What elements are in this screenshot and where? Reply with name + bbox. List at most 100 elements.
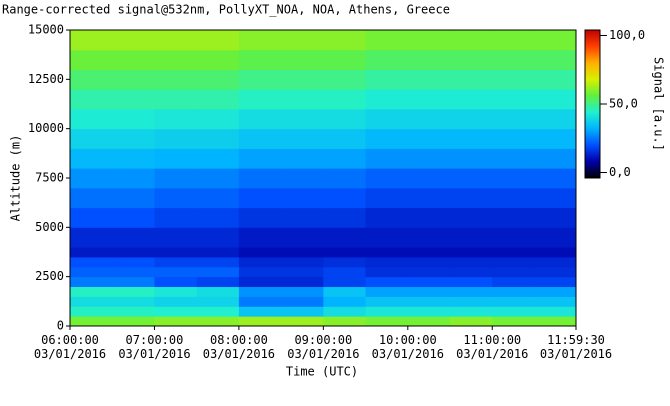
heatmap-cell — [196, 227, 240, 248]
heatmap-cell — [534, 89, 577, 110]
heatmap-cell — [281, 168, 324, 189]
heatmap-cell — [323, 227, 367, 248]
heatmap-cell — [154, 168, 198, 189]
heatmap-cell — [492, 256, 535, 268]
heatmap-cell — [70, 168, 113, 189]
heatmap-cell — [365, 89, 409, 110]
heatmap — [70, 30, 577, 327]
heatmap-cell — [323, 296, 367, 307]
heatmap-cell — [196, 69, 240, 90]
heatmap-cell — [154, 207, 198, 228]
heatmap-cell — [196, 286, 240, 297]
heatmap-cell — [450, 89, 493, 110]
heatmap-cell — [238, 207, 282, 228]
heatmap-cell — [450, 69, 493, 90]
heatmap-cell — [323, 69, 367, 90]
heatmap-cell — [407, 286, 451, 297]
heatmap-cell — [112, 187, 155, 209]
x-tick-label: 09:00:00 03/01/2016 — [287, 333, 359, 361]
x-tick-label: 06:00:00 03/01/2016 — [34, 333, 106, 361]
heatmap-cell — [154, 296, 198, 307]
heatmap-cell — [365, 286, 409, 297]
y-tick-label: 15000 — [28, 23, 64, 37]
heatmap-cell — [238, 49, 282, 70]
heatmap-cell — [70, 256, 113, 268]
heatmap-cell — [323, 256, 367, 268]
heatmap-cell — [281, 187, 324, 209]
heatmap-cell — [238, 247, 282, 258]
heatmap-cell — [492, 286, 535, 297]
heatmap-cell — [492, 247, 535, 258]
heatmap-cell — [112, 247, 155, 258]
heatmap-cell — [154, 148, 198, 169]
heatmap-cell — [112, 128, 155, 149]
heatmap-cell — [450, 256, 493, 268]
heatmap-cell — [323, 49, 367, 70]
heatmap-cell — [534, 286, 577, 297]
heatmap-cell — [70, 227, 113, 248]
heatmap-cell — [365, 256, 409, 268]
heatmap-cell — [196, 256, 240, 268]
y-tick-label: 5000 — [35, 220, 64, 234]
heatmap-cell — [238, 168, 282, 189]
heatmap-cell — [450, 207, 493, 228]
heatmap-cell — [534, 306, 577, 317]
heatmap-cell — [154, 30, 198, 51]
heatmap-cell — [365, 187, 409, 209]
heatmap-cell — [407, 256, 451, 268]
heatmap-cell — [492, 168, 535, 189]
heatmap-cell — [323, 247, 367, 258]
heatmap-cell — [407, 247, 451, 258]
heatmap-cell — [365, 69, 409, 90]
heatmap-cell — [281, 286, 324, 297]
heatmap-cell — [281, 296, 324, 307]
heatmap-cell — [450, 187, 493, 209]
heatmap-cell — [70, 296, 113, 307]
heatmap-cell — [534, 148, 577, 169]
heatmap-cell — [407, 266, 451, 278]
heatmap-cell — [196, 247, 240, 258]
x-axis-label: Time (UTC) — [286, 365, 358, 379]
heatmap-cell — [281, 247, 324, 258]
heatmap-cell — [407, 306, 451, 317]
heatmap-cell — [365, 276, 409, 288]
heatmap-cell — [323, 89, 367, 110]
heatmap-cell — [407, 89, 451, 110]
heatmap-cell — [70, 306, 113, 317]
x-tick-label: 11:59:30 03/01/2016 — [540, 333, 612, 361]
heatmap-cell — [365, 207, 409, 228]
heatmap-cell — [196, 128, 240, 149]
heatmap-cell — [323, 168, 367, 189]
heatmap-cell — [154, 69, 198, 90]
heatmap-cell — [323, 276, 367, 288]
heatmap-cell — [534, 187, 577, 209]
heatmap-cell — [407, 49, 451, 70]
heatmap-cell — [70, 207, 113, 228]
y-tick-label: 12500 — [28, 72, 64, 86]
heatmap-cell — [196, 187, 240, 209]
heatmap-cell — [154, 49, 198, 70]
heatmap-cell — [238, 306, 282, 317]
heatmap-cell — [70, 89, 113, 110]
heatmap-cell — [450, 49, 493, 70]
heatmap-cell — [70, 108, 113, 130]
colorbar-tick-label: 100,0 — [609, 28, 645, 42]
heatmap-cell — [238, 256, 282, 268]
heatmap-cell — [281, 306, 324, 317]
heatmap-cell — [534, 296, 577, 307]
heatmap-cell — [492, 49, 535, 70]
heatmap-cell — [407, 207, 451, 228]
heatmap-cell — [281, 49, 324, 70]
heatmap-cell — [323, 286, 367, 297]
heatmap-cell — [196, 306, 240, 317]
y-tick-label: 2500 — [35, 269, 64, 283]
heatmap-cell — [450, 148, 493, 169]
heatmap-cell — [365, 108, 409, 130]
heatmap-cell — [112, 89, 155, 110]
heatmap-cell — [365, 128, 409, 149]
heatmap-cell — [112, 227, 155, 248]
heatmap-cell — [196, 30, 240, 51]
heatmap-cell — [492, 69, 535, 90]
heatmap-cell — [238, 108, 282, 130]
heatmap-cell — [70, 276, 113, 288]
